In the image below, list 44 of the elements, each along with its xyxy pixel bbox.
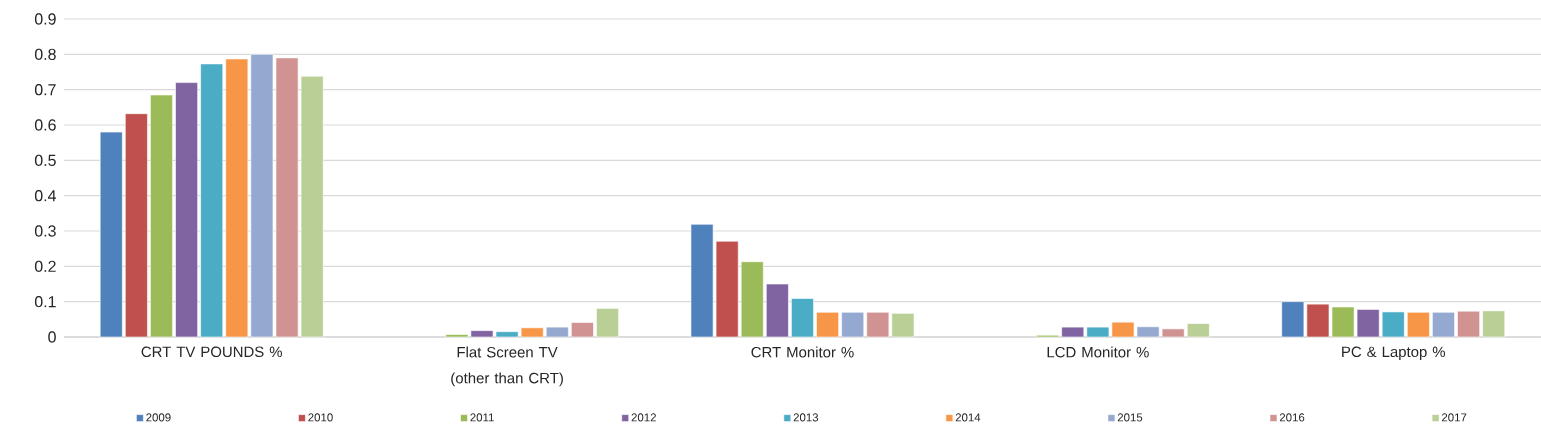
y-tick-label: 0.3 bbox=[34, 225, 56, 237]
legend-label: 2016 bbox=[1279, 413, 1305, 422]
legend-label: 2013 bbox=[793, 413, 819, 422]
legend-label: 2012 bbox=[631, 413, 656, 422]
bar bbox=[150, 94, 173, 338]
y-tick-label: 0.9 bbox=[34, 13, 56, 25]
bar bbox=[1457, 310, 1480, 338]
bar bbox=[740, 261, 764, 338]
bar bbox=[1381, 311, 1405, 338]
x-tick-label: Flat Screen TV (other than CRT) bbox=[451, 346, 563, 387]
bar bbox=[1482, 310, 1506, 338]
y-tick-label: 0.7 bbox=[34, 84, 56, 96]
x-tick-label: LCD Monitor % bbox=[1047, 346, 1149, 358]
y-tick-label: 0.8 bbox=[34, 48, 56, 60]
legend-label: 2017 bbox=[1441, 413, 1467, 422]
legend-label: 2014 bbox=[955, 413, 981, 422]
bar bbox=[765, 283, 789, 338]
y-tick-label: 0.1 bbox=[34, 296, 56, 308]
bar bbox=[596, 308, 619, 338]
bar bbox=[545, 326, 569, 338]
y-tick-label: 0 bbox=[48, 331, 56, 343]
x-tick-label: CRT Monitor % bbox=[751, 346, 854, 358]
x-tick-label: PC & Laptop % bbox=[1342, 346, 1446, 361]
bar bbox=[816, 311, 839, 338]
bar bbox=[1406, 311, 1430, 338]
legend-label: 2010 bbox=[308, 413, 333, 422]
legend-label: 2015 bbox=[1117, 413, 1143, 422]
bar bbox=[99, 131, 123, 338]
y-tick-label: 0.5 bbox=[34, 154, 56, 166]
bar bbox=[124, 113, 148, 338]
bar bbox=[841, 311, 865, 338]
bar bbox=[175, 82, 198, 338]
x-tick-label: CRT TV POUNDS % bbox=[141, 346, 282, 358]
y-tick-label: 0.4 bbox=[34, 190, 57, 202]
y-tick-label: 0.6 bbox=[34, 119, 56, 131]
bar bbox=[200, 63, 224, 338]
bar bbox=[1432, 311, 1455, 338]
bar bbox=[571, 322, 594, 338]
legend-label: 2011 bbox=[470, 413, 494, 422]
bar bbox=[791, 298, 814, 338]
y-tick-label: 0.2 bbox=[34, 260, 56, 272]
bar bbox=[1061, 326, 1085, 338]
legend-label: 2009 bbox=[146, 413, 171, 422]
bar bbox=[1186, 323, 1210, 338]
